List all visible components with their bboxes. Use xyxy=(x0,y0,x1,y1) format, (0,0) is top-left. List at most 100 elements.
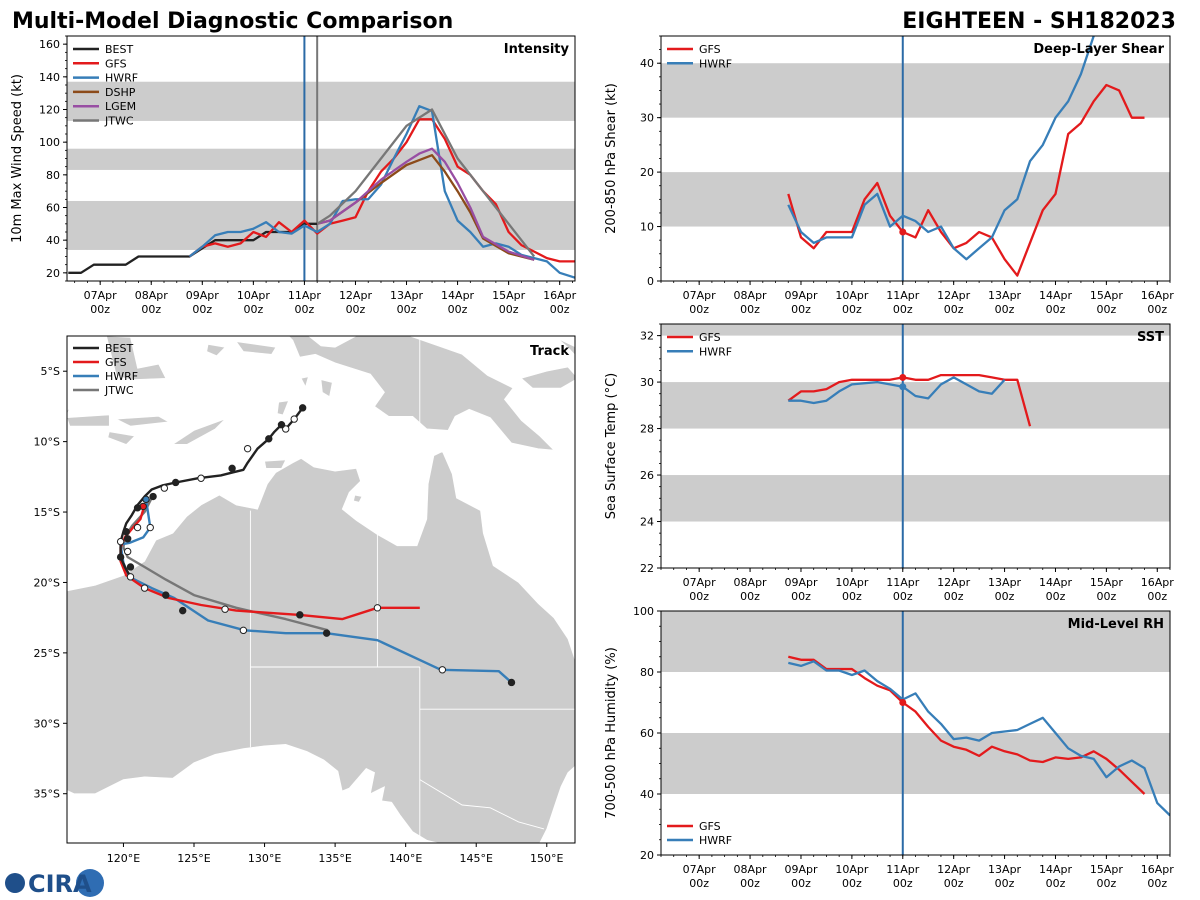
track-point xyxy=(133,504,142,512)
shear-series-hwrf-line xyxy=(787,36,1095,261)
shear-band xyxy=(661,172,1170,227)
rh-ytick-label: 60 xyxy=(640,727,654,740)
shear-xtick-day: 11Apr xyxy=(886,289,920,302)
cira-logo-globe-icon xyxy=(5,873,25,893)
figure-title: Multi-Model Diagnostic Comparison xyxy=(12,9,453,34)
rh-xtick-hour: 00z xyxy=(1147,877,1167,890)
rh-xtick-day: 09Apr xyxy=(784,863,818,876)
sst-ytick-label: 26 xyxy=(640,469,654,482)
shear-xtick-day: 13Apr xyxy=(988,289,1022,302)
sst-current-point xyxy=(899,373,907,381)
state-border xyxy=(419,779,545,830)
track-point xyxy=(160,484,169,492)
sst-current-point xyxy=(899,383,907,391)
sst-legend-hwrf-label: HWRF xyxy=(699,345,732,358)
shear-ylabel: 200-850 hPa Shear (kt) xyxy=(604,83,619,234)
intensity-legend-gfs-label: GFS xyxy=(105,57,127,70)
intensity-xtick-day: 13Apr xyxy=(390,289,424,302)
shear-ytick-label: 10 xyxy=(640,221,654,234)
intensity-xtick-hour: 00z xyxy=(397,303,417,316)
track-xtick-label: 120°E xyxy=(107,852,140,865)
sst-xtick-hour: 00z xyxy=(689,590,709,603)
sumbawa-land xyxy=(67,414,110,427)
sst-xtick-day: 07Apr xyxy=(683,576,717,589)
intensity-xtick-hour: 00z xyxy=(243,303,263,316)
intensity-xtick-hour: 00z xyxy=(499,303,519,316)
shear-xtick-hour: 00z xyxy=(842,303,862,316)
track-ytick-label: 25°S xyxy=(34,647,60,660)
rh-xtick-day: 13Apr xyxy=(988,863,1022,876)
track-title: Track xyxy=(530,344,569,359)
track-ytick-label: 15°S xyxy=(34,506,60,519)
track-point xyxy=(322,629,331,637)
shear-xtick-day: 15Apr xyxy=(1090,289,1124,302)
track-point xyxy=(162,591,170,599)
kai-land xyxy=(300,376,309,388)
rh-xtick-hour: 00z xyxy=(1046,877,1066,890)
shear-xtick-day: 07Apr xyxy=(683,289,717,302)
groote-land xyxy=(353,494,363,503)
shear-xtick-day: 08Apr xyxy=(734,289,768,302)
rh-xtick-hour: 00z xyxy=(944,877,964,890)
rh-title: Mid-Level RH xyxy=(1068,617,1164,632)
rh-current-point xyxy=(899,699,907,706)
intensity-xtick-day: 07Apr xyxy=(84,289,118,302)
intensity-ytick-label: 100 xyxy=(39,136,60,149)
intensity-xtick-hour: 00z xyxy=(448,303,468,316)
shear-ytick-label: 0 xyxy=(647,275,654,288)
rh-xtick-day: 14Apr xyxy=(1039,863,1073,876)
shear-panel: 01020304007Apr00z08Apr00z09Apr00z10Apr00… xyxy=(604,35,1175,316)
intensity-title: Intensity xyxy=(504,42,570,57)
cira-logo: CIRA xyxy=(5,869,104,898)
rh-xtick-day: 08Apr xyxy=(734,863,768,876)
shear-xtick-day: 16Apr xyxy=(1141,289,1175,302)
track-point xyxy=(243,444,252,453)
track-point xyxy=(197,474,205,482)
intensity-xtick-hour: 00z xyxy=(550,303,570,316)
rh-xtick-day: 11Apr xyxy=(886,863,920,876)
track-point xyxy=(239,626,248,635)
track-point xyxy=(179,606,187,615)
shear-xtick-hour: 00z xyxy=(1046,303,1066,316)
lombok-land xyxy=(67,407,71,416)
track-xtick-label: 150°E xyxy=(530,852,563,865)
intensity-ylabel: 10m Max Wind Speed (kt) xyxy=(10,74,25,243)
shear-title: Deep-Layer Shear xyxy=(1033,42,1164,57)
sumba-land xyxy=(107,431,136,445)
sst-xtick-hour: 00z xyxy=(1046,590,1066,603)
track-point xyxy=(296,611,304,619)
sst-xtick-day: 16Apr xyxy=(1141,576,1175,589)
new-britain-land xyxy=(520,366,575,389)
intensity-xtick-day: 15Apr xyxy=(492,289,526,302)
rh-band xyxy=(661,611,1170,672)
intensity-xtick-day: 10Apr xyxy=(237,289,271,302)
rh-xtick-hour: 00z xyxy=(689,877,709,890)
rh-xtick-hour: 00z xyxy=(740,877,760,890)
rh-ytick-label: 100 xyxy=(633,605,654,618)
track-map-panel: 120°E 125°E 130°E 135°E 140°E 145°E 150°E 5°S 10… xyxy=(34,335,576,865)
sst-xtick-hour: 00z xyxy=(740,590,760,603)
shear-band xyxy=(661,63,1170,118)
track-point xyxy=(116,537,125,546)
rh-xtick-day: 10Apr xyxy=(835,863,869,876)
shear-ytick-label: 40 xyxy=(640,57,654,70)
intensity-xtick-day: 08Apr xyxy=(135,289,169,302)
track-legend-best-label: BEST xyxy=(105,342,133,355)
track-point xyxy=(507,678,516,687)
track-point xyxy=(298,404,307,412)
tanimbar-land xyxy=(276,400,290,416)
intensity-ytick-label: 80 xyxy=(46,169,60,182)
sst-title: SST xyxy=(1137,330,1164,345)
track-land xyxy=(67,336,575,843)
sst-band xyxy=(661,475,1170,522)
track-ytick-label: 20°S xyxy=(34,576,60,589)
intensity-xtick-day: 11Apr xyxy=(288,289,322,302)
track-point xyxy=(122,528,130,536)
intensity-legend-lgem-label: LGEM xyxy=(105,100,136,113)
track-point xyxy=(123,535,132,543)
track-xtick-label: 145°E xyxy=(459,852,492,865)
rh-xtick-hour: 00z xyxy=(842,877,862,890)
track-point xyxy=(123,547,132,556)
aru-land xyxy=(320,379,333,398)
shear-xtick-hour: 00z xyxy=(1147,303,1167,316)
